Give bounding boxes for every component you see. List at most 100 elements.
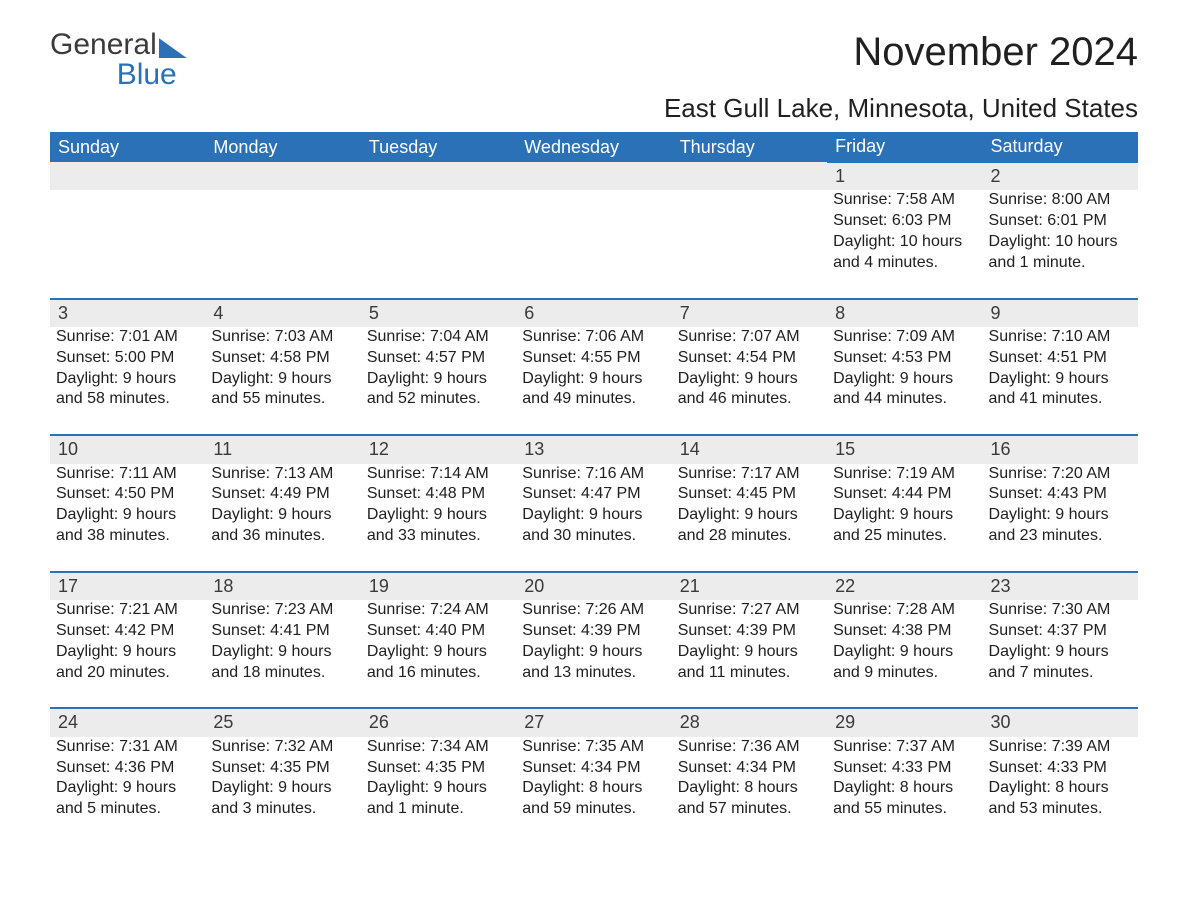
day-cell: Sunrise: 7:07 AMSunset: 4:54 PMDaylight:… xyxy=(672,327,827,435)
sunrise-text: Sunrise: 7:16 AM xyxy=(522,464,665,485)
daylight-text-line1: Daylight: 9 hours xyxy=(678,505,821,526)
day-number: 14 xyxy=(672,435,827,463)
day-number-row: 10111213141516 xyxy=(50,435,1138,463)
day-cell: Sunrise: 7:36 AMSunset: 4:34 PMDaylight:… xyxy=(672,737,827,844)
daylight-text-line1: Daylight: 9 hours xyxy=(522,369,665,390)
sunset-text: Sunset: 4:34 PM xyxy=(678,758,821,779)
day-cell: Sunrise: 7:01 AMSunset: 5:00 PMDaylight:… xyxy=(50,327,205,435)
day-number: 27 xyxy=(516,708,671,736)
month-title: November 2024 xyxy=(664,30,1138,75)
sunrise-text: Sunrise: 7:19 AM xyxy=(833,464,976,485)
sunrise-text: Sunrise: 7:07 AM xyxy=(678,327,821,348)
daylight-text-line1: Daylight: 8 hours xyxy=(989,778,1132,799)
daylight-text-line1: Daylight: 9 hours xyxy=(678,369,821,390)
calendar-table: SundayMondayTuesdayWednesdayThursdayFrid… xyxy=(50,132,1138,844)
daylight-text-line2: and 9 minutes. xyxy=(833,663,976,684)
day-number: 9 xyxy=(983,299,1138,327)
day-cell: Sunrise: 7:14 AMSunset: 4:48 PMDaylight:… xyxy=(361,464,516,572)
empty-day-cell xyxy=(361,190,516,298)
day-content-row: Sunrise: 7:11 AMSunset: 4:50 PMDaylight:… xyxy=(50,464,1138,572)
empty-day-number xyxy=(50,162,205,190)
weekday-header: Thursday xyxy=(672,132,827,162)
sunset-text: Sunset: 4:38 PM xyxy=(833,621,976,642)
daylight-text-line2: and 23 minutes. xyxy=(989,526,1132,547)
sunrise-text: Sunrise: 7:21 AM xyxy=(56,600,199,621)
day-cell: Sunrise: 7:34 AMSunset: 4:35 PMDaylight:… xyxy=(361,737,516,844)
daylight-text-line1: Daylight: 9 hours xyxy=(989,505,1132,526)
day-number-row: 17181920212223 xyxy=(50,572,1138,600)
day-cell: Sunrise: 7:19 AMSunset: 4:44 PMDaylight:… xyxy=(827,464,982,572)
day-cell: Sunrise: 7:24 AMSunset: 4:40 PMDaylight:… xyxy=(361,600,516,708)
day-content-row: Sunrise: 7:21 AMSunset: 4:42 PMDaylight:… xyxy=(50,600,1138,708)
sunset-text: Sunset: 4:55 PM xyxy=(522,348,665,369)
sunrise-text: Sunrise: 7:35 AM xyxy=(522,737,665,758)
daylight-text-line2: and 1 minute. xyxy=(989,253,1132,274)
sunset-text: Sunset: 4:50 PM xyxy=(56,484,199,505)
sunset-text: Sunset: 4:53 PM xyxy=(833,348,976,369)
day-number: 5 xyxy=(361,299,516,327)
day-cell: Sunrise: 7:20 AMSunset: 4:43 PMDaylight:… xyxy=(983,464,1138,572)
day-number-row: 3456789 xyxy=(50,299,1138,327)
daylight-text-line2: and 41 minutes. xyxy=(989,389,1132,410)
daylight-text-line2: and 4 minutes. xyxy=(833,253,976,274)
day-cell: Sunrise: 7:27 AMSunset: 4:39 PMDaylight:… xyxy=(672,600,827,708)
weekday-header-row: SundayMondayTuesdayWednesdayThursdayFrid… xyxy=(50,132,1138,162)
sunset-text: Sunset: 4:34 PM xyxy=(522,758,665,779)
day-number: 3 xyxy=(50,299,205,327)
day-cell: Sunrise: 7:31 AMSunset: 4:36 PMDaylight:… xyxy=(50,737,205,844)
sunrise-text: Sunrise: 7:39 AM xyxy=(989,737,1132,758)
day-number: 12 xyxy=(361,435,516,463)
sunset-text: Sunset: 4:45 PM xyxy=(678,484,821,505)
daylight-text-line1: Daylight: 9 hours xyxy=(367,505,510,526)
day-cell: Sunrise: 7:58 AMSunset: 6:03 PMDaylight:… xyxy=(827,190,982,298)
daylight-text-line2: and 57 minutes. xyxy=(678,799,821,820)
day-number: 25 xyxy=(205,708,360,736)
day-content-row: Sunrise: 7:58 AMSunset: 6:03 PMDaylight:… xyxy=(50,190,1138,298)
sunset-text: Sunset: 6:03 PM xyxy=(833,211,976,232)
sunrise-text: Sunrise: 7:36 AM xyxy=(678,737,821,758)
sunrise-text: Sunrise: 7:32 AM xyxy=(211,737,354,758)
weekday-header: Friday xyxy=(827,132,982,162)
sunrise-text: Sunrise: 7:10 AM xyxy=(989,327,1132,348)
daylight-text-line1: Daylight: 10 hours xyxy=(989,232,1132,253)
sunset-text: Sunset: 4:44 PM xyxy=(833,484,976,505)
sunrise-text: Sunrise: 7:23 AM xyxy=(211,600,354,621)
day-number: 19 xyxy=(361,572,516,600)
daylight-text-line1: Daylight: 9 hours xyxy=(56,369,199,390)
sunset-text: Sunset: 4:51 PM xyxy=(989,348,1132,369)
sunset-text: Sunset: 4:54 PM xyxy=(678,348,821,369)
empty-day-number xyxy=(672,162,827,190)
sunrise-text: Sunrise: 8:00 AM xyxy=(989,190,1132,211)
day-number: 2 xyxy=(983,162,1138,190)
day-number: 29 xyxy=(827,708,982,736)
day-cell: Sunrise: 7:16 AMSunset: 4:47 PMDaylight:… xyxy=(516,464,671,572)
day-number-row: 12 xyxy=(50,162,1138,190)
day-number-row: 24252627282930 xyxy=(50,708,1138,736)
empty-day-number xyxy=(205,162,360,190)
empty-day-number xyxy=(516,162,671,190)
sunset-text: Sunset: 4:49 PM xyxy=(211,484,354,505)
day-content-row: Sunrise: 7:01 AMSunset: 5:00 PMDaylight:… xyxy=(50,327,1138,435)
sunrise-text: Sunrise: 7:17 AM xyxy=(678,464,821,485)
sunset-text: Sunset: 4:48 PM xyxy=(367,484,510,505)
day-number: 22 xyxy=(827,572,982,600)
day-number: 15 xyxy=(827,435,982,463)
day-content-row: Sunrise: 7:31 AMSunset: 4:36 PMDaylight:… xyxy=(50,737,1138,844)
header-row: General Blue November 2024 East Gull Lak… xyxy=(50,30,1138,132)
daylight-text-line1: Daylight: 9 hours xyxy=(211,505,354,526)
daylight-text-line2: and 5 minutes. xyxy=(56,799,199,820)
daylight-text-line2: and 3 minutes. xyxy=(211,799,354,820)
daylight-text-line1: Daylight: 8 hours xyxy=(522,778,665,799)
daylight-text-line2: and 55 minutes. xyxy=(211,389,354,410)
empty-day-cell xyxy=(516,190,671,298)
sunrise-text: Sunrise: 7:31 AM xyxy=(56,737,199,758)
daylight-text-line1: Daylight: 9 hours xyxy=(989,642,1132,663)
day-cell: Sunrise: 7:35 AMSunset: 4:34 PMDaylight:… xyxy=(516,737,671,844)
weekday-header: Wednesday xyxy=(516,132,671,162)
sunset-text: Sunset: 4:40 PM xyxy=(367,621,510,642)
daylight-text-line2: and 25 minutes. xyxy=(833,526,976,547)
sunset-text: Sunset: 4:57 PM xyxy=(367,348,510,369)
logo-blue-text: Blue xyxy=(117,60,177,90)
day-cell: Sunrise: 7:17 AMSunset: 4:45 PMDaylight:… xyxy=(672,464,827,572)
day-cell: Sunrise: 7:06 AMSunset: 4:55 PMDaylight:… xyxy=(516,327,671,435)
